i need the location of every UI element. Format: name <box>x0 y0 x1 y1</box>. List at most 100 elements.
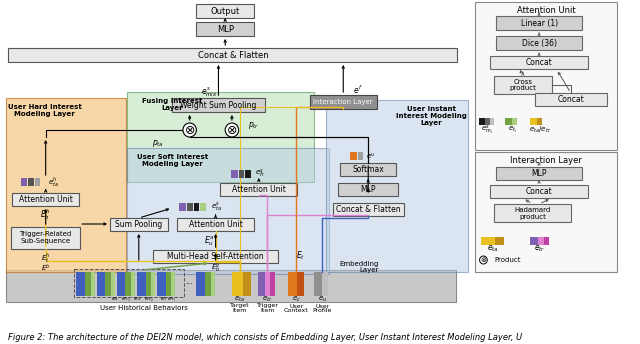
Text: Modeling Layer: Modeling Layer <box>142 161 203 167</box>
Bar <box>196 22 254 36</box>
Text: ⊗: ⊗ <box>481 257 486 263</box>
Text: ⊗: ⊗ <box>184 123 195 137</box>
Text: Output: Output <box>211 7 240 15</box>
Text: Dice (36): Dice (36) <box>522 39 557 47</box>
Text: ⊗: ⊗ <box>227 123 237 137</box>
Text: Hadamard: Hadamard <box>515 207 550 213</box>
Bar <box>153 250 278 263</box>
Bar <box>179 203 186 211</box>
Bar <box>12 193 79 206</box>
Bar <box>538 237 544 245</box>
Bar <box>243 272 251 296</box>
Bar <box>358 152 364 160</box>
Text: Linear (1): Linear (1) <box>520 19 557 28</box>
Circle shape <box>183 123 196 137</box>
Text: $e^{s}_{mix}$: $e^{s}_{mix}$ <box>200 85 217 99</box>
Text: Concat & Flatten: Concat & Flatten <box>198 51 268 60</box>
Text: Softmax: Softmax <box>353 165 384 174</box>
Bar <box>333 203 404 216</box>
Text: Layer: Layer <box>420 120 442 126</box>
Bar <box>537 118 542 125</box>
Bar <box>350 152 356 160</box>
Text: product: product <box>509 85 536 91</box>
Bar <box>490 118 494 125</box>
Bar <box>239 170 244 178</box>
Bar <box>490 56 588 69</box>
Text: $p_{tr}$: $p_{tr}$ <box>248 119 260 130</box>
Text: Product: Product <box>494 257 520 263</box>
Text: $e^{u}$: $e^{u}$ <box>366 151 376 161</box>
Text: $e_{tr}$: $e_{tr}$ <box>534 244 546 254</box>
Bar <box>494 204 571 222</box>
Bar <box>531 118 537 125</box>
Bar <box>105 272 111 296</box>
Bar <box>231 170 237 178</box>
Bar <box>28 178 34 186</box>
Text: MLP: MLP <box>217 24 234 33</box>
Text: Interaction Layer: Interaction Layer <box>510 155 582 164</box>
Bar <box>475 2 617 150</box>
Bar <box>475 152 617 272</box>
Text: Attention Unit: Attention Unit <box>516 6 575 14</box>
Bar <box>131 272 135 296</box>
Bar <box>91 272 95 296</box>
Bar <box>287 272 297 296</box>
Bar <box>166 272 172 296</box>
Text: $E^{a}_{u}$: $E^{a}_{u}$ <box>204 234 214 248</box>
Bar <box>97 272 105 296</box>
Text: Item: Item <box>232 309 247 313</box>
Bar <box>11 227 80 249</box>
Bar <box>196 272 205 296</box>
Text: Concat: Concat <box>525 187 552 196</box>
Text: $e^{f}$: $e^{f}$ <box>353 84 362 96</box>
Bar <box>137 272 145 296</box>
Text: $E^{b}_{b}$: $E^{b}_{b}$ <box>211 261 220 275</box>
Text: Figure 2: The architecture of the DEI2N model, which consists of Embedding Layer: Figure 2: The architecture of the DEI2N … <box>8 333 522 343</box>
Text: Concat: Concat <box>525 58 552 67</box>
Text: $E^{h}_{b}$: $E^{h}_{b}$ <box>40 207 51 223</box>
Bar <box>322 272 328 296</box>
Text: Layer: Layer <box>161 105 183 111</box>
Bar <box>512 118 517 125</box>
Bar <box>6 98 126 272</box>
Text: $p_{ta}$: $p_{ta}$ <box>152 138 164 149</box>
Text: $e^{h}_{ta}$: $e^{h}_{ta}$ <box>47 175 58 189</box>
Bar <box>314 272 322 296</box>
Bar <box>544 237 548 245</box>
Text: Multi-Head Self-Attention: Multi-Head Self-Attention <box>167 252 264 261</box>
Text: $E^{b}$: $E^{b}$ <box>41 262 51 273</box>
Text: $E_{t}$: $E_{t}$ <box>296 250 305 262</box>
Text: Layer: Layer <box>360 267 379 273</box>
Bar <box>264 272 270 296</box>
Bar <box>220 183 297 196</box>
Bar <box>339 183 398 196</box>
Bar <box>116 272 125 296</box>
Text: Profile: Profile <box>312 309 332 313</box>
Bar <box>481 237 495 245</box>
Text: ...: ... <box>185 277 193 286</box>
Text: $e_{t_i}$: $e_{t_i}$ <box>508 125 516 135</box>
Text: Interaction Layer: Interaction Layer <box>314 99 373 105</box>
Bar <box>485 118 490 125</box>
Text: Interest Modeling: Interest Modeling <box>396 113 467 119</box>
Bar <box>340 163 396 176</box>
Text: $e_{u}$: $e_{u}$ <box>317 294 327 304</box>
Bar <box>490 185 588 198</box>
Bar <box>74 269 184 297</box>
Bar <box>479 118 485 125</box>
Bar <box>177 218 254 231</box>
Text: User: User <box>289 303 303 309</box>
Text: Cross: Cross <box>513 79 532 85</box>
Bar <box>535 93 607 106</box>
Text: User: User <box>315 303 329 309</box>
Bar <box>35 178 40 186</box>
Text: $e^{s}_{ta}$: $e^{s}_{ta}$ <box>211 201 221 213</box>
Text: $E^{h}_{t}$: $E^{h}_{t}$ <box>41 251 51 265</box>
Bar <box>125 272 131 296</box>
Text: Attention Unit: Attention Unit <box>19 195 72 204</box>
Text: $e_{c}$: $e_{c}$ <box>292 294 301 304</box>
Text: Trigger: Trigger <box>257 303 278 309</box>
Bar <box>211 272 214 296</box>
Bar <box>187 203 193 211</box>
Circle shape <box>479 256 487 264</box>
